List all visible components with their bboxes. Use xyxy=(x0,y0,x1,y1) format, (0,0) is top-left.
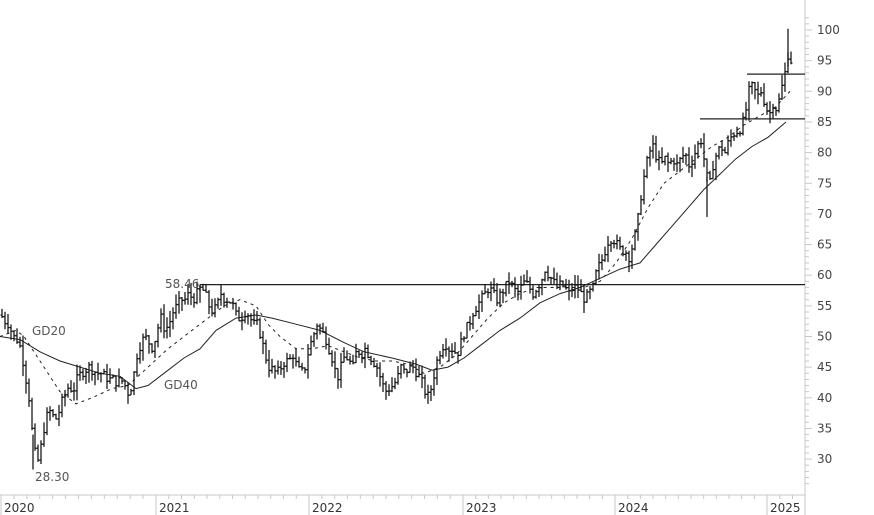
y-tick-label: 70 xyxy=(817,207,832,221)
y-tick-label: 75 xyxy=(817,176,832,190)
y-tick-label: 80 xyxy=(817,146,832,160)
y-tick-label: 45 xyxy=(817,360,832,374)
annotations: 58.46 28.30 GD20 GD40 xyxy=(32,277,199,484)
x-tick-label: 2020 xyxy=(4,501,35,515)
x-tick-label: 2023 xyxy=(466,501,497,515)
y-tick-label: 95 xyxy=(817,54,832,68)
x-tick-label: 2021 xyxy=(159,501,190,515)
y-tick-label: 85 xyxy=(817,115,832,129)
gd40-label: GD40 xyxy=(164,378,198,392)
x-tick-label: 2024 xyxy=(618,501,649,515)
price-bars xyxy=(0,28,793,470)
moving-averages xyxy=(0,90,791,405)
gd20-line xyxy=(0,90,791,405)
y-tick-label: 65 xyxy=(817,238,832,252)
y-tick-label: 35 xyxy=(817,421,832,435)
y-tick-label: 90 xyxy=(817,84,832,98)
x-tick-label: 2025 xyxy=(770,501,801,515)
gd20-label: GD20 xyxy=(32,324,66,338)
y-tick-label: 50 xyxy=(817,330,832,344)
y-tick-label: 60 xyxy=(817,268,832,282)
y-tick-label: 55 xyxy=(817,299,832,313)
horizontal-levels xyxy=(200,73,805,286)
y-tick-label: 100 xyxy=(817,23,840,37)
low-label: 28.30 xyxy=(35,470,69,484)
x-tick-label: 2022 xyxy=(312,501,343,515)
y-tick-label: 30 xyxy=(817,452,832,466)
axes: 30 35 40 45 50 55 60 65 70 75 80 85 90 95 100 2020 2021 2… xyxy=(0,0,840,515)
y-tick-label: 40 xyxy=(817,391,832,405)
high-label: 58.46 xyxy=(165,277,199,291)
